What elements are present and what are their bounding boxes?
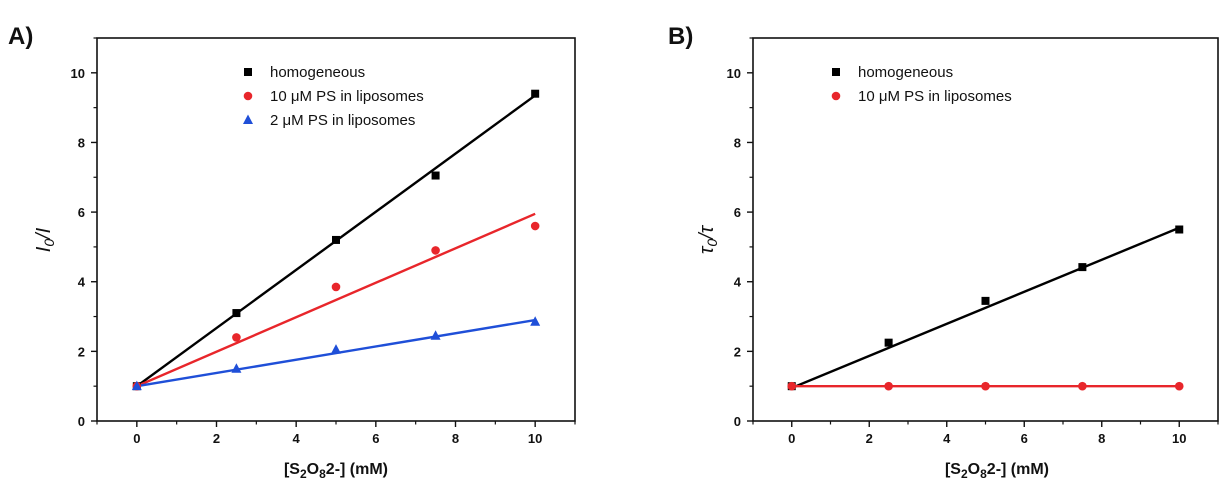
data-point-series-2	[232, 333, 241, 342]
x-axis-label-text: O	[968, 461, 980, 478]
panel-label: B)	[668, 23, 693, 50]
x-axis-label-text: [S	[945, 461, 961, 478]
x-tick-label: 8	[452, 431, 459, 446]
y-axis-label: I0/I	[33, 227, 57, 252]
x-tick-label: 4	[943, 431, 951, 446]
y-tick-label: 2	[734, 344, 741, 359]
y-tick-label: 6	[78, 205, 85, 220]
data-point-series-2	[331, 282, 341, 292]
x-tick-label: 10	[1172, 431, 1186, 446]
data-point-series-3	[430, 330, 441, 340]
x-tick-label: 10	[528, 431, 542, 446]
data-point-series-2	[787, 381, 797, 391]
legend: homogeneous 10 μM PS in liposomes	[831, 64, 1012, 105]
data-point-series-2	[431, 246, 440, 255]
data-point-series-1	[1175, 225, 1184, 234]
data-point-series-2	[981, 381, 990, 391]
y-tick-label: 8	[78, 135, 85, 150]
data-point-series-1	[884, 338, 893, 347]
y-tick-label: 10	[727, 66, 741, 81]
y-tick-label: 0	[734, 414, 741, 429]
legend-marker	[831, 91, 841, 101]
data-point-series-1	[1078, 263, 1087, 272]
legend: homogeneous 10 μM PS in liposomes 2 μM PS…	[243, 64, 424, 129]
y-tick-label: 4	[734, 275, 742, 290]
y-tick-label: 10	[71, 66, 85, 81]
x-tick-label: 6	[372, 431, 379, 446]
y-axis-label-text: /I	[33, 227, 55, 241]
legend-label: 2 μM PS in liposomes	[270, 112, 415, 129]
x-axis-label-text: [S	[284, 461, 300, 478]
data-point-series-2	[1078, 381, 1087, 391]
x-tick-label: 8	[1098, 431, 1105, 446]
x-axis-label-subscript: 8	[319, 467, 326, 481]
y-tick-label: 8	[734, 135, 741, 150]
legend-label: homogeneous	[858, 64, 953, 81]
chart-panel-b: B) 0 2 4 6 8 10 0 2 4 6 8 10 homogeneous 10 μM PS in l…	[668, 23, 1219, 481]
y-tick-label: 6	[734, 205, 741, 220]
y-axis-label-text: τ	[696, 245, 718, 254]
y-axis-label-subscript: 0	[704, 239, 720, 247]
x-axis-label-subscript: 2	[300, 467, 307, 481]
x-tick-label: 0	[133, 431, 140, 446]
legend-marker	[832, 68, 840, 76]
panel-label: A)	[8, 23, 33, 50]
x-tick-label: 2	[213, 431, 220, 446]
data-point-series-2	[530, 221, 540, 231]
data-point-series-1	[431, 171, 440, 180]
x-tick-label: 2	[866, 431, 873, 446]
legend-label: 10 μM PS in liposomes	[270, 88, 424, 105]
data-point-series-3	[231, 363, 242, 373]
x-axis-label-text: 2-] (mM)	[326, 461, 388, 478]
fit-line-1	[791, 226, 1180, 390]
fit-line-2	[136, 212, 536, 388]
data-point-series-1	[531, 89, 540, 98]
x-axis-label: [S2O82-] (mM)	[945, 461, 1049, 481]
x-tick-label: 6	[1021, 431, 1028, 446]
y-axis-label-text: /τ	[696, 224, 718, 241]
legend-label: homogeneous	[270, 64, 365, 81]
x-axis-label-subscript: 2	[961, 467, 968, 481]
x-tick-label: 4	[293, 431, 301, 446]
x-axis-label-text: O	[307, 461, 319, 478]
legend-label: 10 μM PS in liposomes	[858, 88, 1012, 105]
y-axis-label-text: I	[33, 246, 55, 252]
x-tick-label: 0	[788, 431, 795, 446]
x-axis-label-text: 2-] (mM)	[987, 461, 1049, 478]
x-axis-label: [S2O82-] (mM)	[284, 461, 388, 481]
data-point-series-1	[232, 309, 241, 318]
y-axis-label-subscript: 0	[41, 239, 57, 247]
x-axis-label-subscript: 8	[980, 467, 987, 481]
data-point-series-3	[131, 380, 142, 391]
y-tick-label: 0	[78, 414, 85, 429]
data-point-series-2	[884, 381, 893, 391]
data-point-series-1	[981, 296, 990, 305]
y-tick-label: 2	[78, 344, 85, 359]
data-point-series-3	[530, 316, 541, 326]
data-point-series-3	[331, 344, 341, 354]
legend-marker	[243, 91, 253, 101]
chart-panel-a: A) 0 2 4 6 8 10 0 2 4 6 8 10 homogeneous 10 μM PS in l…	[8, 23, 576, 481]
data-point-series-2	[1174, 381, 1184, 391]
legend-marker	[244, 68, 252, 76]
legend-marker	[243, 114, 253, 124]
y-axis-label: τ0/τ	[696, 224, 720, 254]
data-point-series-1	[332, 235, 340, 244]
y-tick-label: 4	[78, 275, 86, 290]
